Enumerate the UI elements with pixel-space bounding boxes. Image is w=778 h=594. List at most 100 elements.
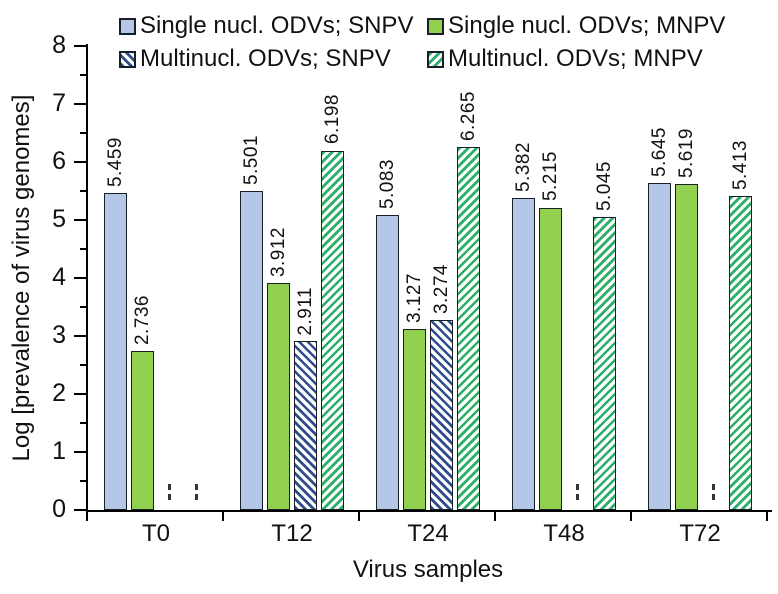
y-axis-tick-minor: [80, 190, 86, 192]
y-axis-tick-major: [74, 219, 86, 221]
y-axis-tick-minor: [80, 364, 86, 366]
legend-item: Single nucl. ODVs; SNPV: [119, 13, 427, 39]
y-axis-tick-label: 3: [52, 321, 66, 349]
bar: [294, 341, 317, 510]
bar-value-label: 2.736: [131, 295, 153, 346]
bar-group: 5.459 2.736 T0: [88, 46, 224, 547]
bar: [675, 184, 698, 510]
missing-value-marker: [168, 484, 171, 500]
y-axis-tick-major: [74, 161, 86, 163]
bar-value-label: 5.459: [104, 137, 126, 188]
bar-value-label: 3.912: [267, 227, 289, 278]
bar: [131, 351, 154, 510]
category-label: T12: [271, 520, 313, 547]
y-axis-tick-label: 5: [52, 205, 66, 233]
bar: [457, 146, 480, 510]
bar-slot: 3.912: [267, 46, 290, 510]
bar-slot: [566, 46, 589, 510]
bar-slot: 5.083: [376, 46, 399, 510]
y-axis-tick-major: [74, 509, 86, 511]
bar: [403, 328, 426, 510]
y-axis-tick-major: [74, 103, 86, 105]
bar-slot: 3.274: [430, 46, 453, 510]
y-axis-tick-label: 8: [52, 31, 66, 59]
bar: [376, 215, 399, 510]
x-axis-tick: [222, 512, 224, 521]
y-axis-tick-label: 0: [52, 495, 66, 523]
bar: [512, 197, 535, 510]
bar-slot: 5.413: [729, 46, 752, 510]
bar-value-label: 6.265: [457, 90, 479, 141]
legend-label: Single nucl. ODVs; MNPV: [448, 12, 726, 39]
legend-swatch-icon: [119, 50, 136, 68]
legend-item: Multinucl. ODVs; SNPV: [119, 46, 427, 72]
bar-slot: 5.459: [104, 46, 127, 510]
bar-value-label: 5.619: [675, 128, 697, 179]
bar-value-label: 5.215: [539, 151, 561, 202]
bar-group: 5.083 3.127 3.274 6.265 T24: [360, 46, 496, 547]
legend-swatch-icon: [427, 50, 444, 68]
bar-slot: 5.382: [512, 46, 535, 510]
bar-slot: [158, 46, 181, 510]
bar: [729, 196, 752, 510]
y-axis-tick-major: [74, 451, 86, 453]
bar: [593, 217, 616, 510]
legend-label: Multinucl. ODVs; MNPV: [448, 45, 703, 72]
y-axis-tick-minor: [80, 480, 86, 482]
bar-slot: 6.198: [321, 46, 344, 510]
bar-slot: 2.911: [294, 46, 317, 510]
x-axis-line: [86, 510, 772, 512]
bar-slot: 2.736: [131, 46, 154, 510]
legend-swatch-icon: [119, 17, 136, 35]
y-axis-tick-minor: [80, 248, 86, 250]
y-axis-tick-minor: [80, 422, 86, 424]
y-axis-tick-label: 2: [52, 379, 66, 407]
y-axis-tick-minor: [80, 306, 86, 308]
y-axis-tick-minor: [80, 132, 86, 134]
bar: [104, 193, 127, 510]
bar: [648, 182, 671, 510]
category-label: T24: [407, 520, 449, 547]
bar-slot: 5.645: [648, 46, 671, 510]
x-axis-tick: [358, 512, 360, 521]
y-axis-tick-label: 7: [52, 89, 66, 117]
bar-value-label: 5.045: [593, 161, 615, 212]
y-axis-tick-major: [74, 393, 86, 395]
bar-slot: 5.619: [675, 46, 698, 510]
bar-value-label: 5.382: [512, 141, 534, 192]
bar-value-label: 3.274: [430, 264, 452, 315]
y-axis-tick-major: [74, 335, 86, 337]
bar-group: 5.645 5.619 5.413 T72: [632, 46, 768, 547]
bar-value-label: 5.413: [729, 140, 751, 191]
y-axis-tick-major: [74, 45, 86, 47]
x-axis-tick: [494, 512, 496, 521]
bar: [430, 320, 453, 510]
bar-group: 5.382 5.215 5.045 T48: [496, 46, 632, 547]
x-axis-title: Virus samples: [352, 556, 504, 583]
bar-slot: 3.127: [403, 46, 426, 510]
bar-slot: 5.501: [240, 46, 263, 510]
bar: [267, 283, 290, 510]
legend-item: Single nucl. ODVs; MNPV: [427, 13, 725, 39]
category-label: T48: [543, 520, 585, 547]
missing-value-marker: [576, 484, 579, 500]
bar-value-label: 5.083: [376, 159, 398, 210]
plot-area: 5.459 2.736 T0 5.501 3.912 2.911 6.198 T12 5.083…: [88, 46, 768, 547]
y-axis-line: [86, 44, 88, 512]
bar-value-label: 5.501: [240, 134, 262, 185]
chart-legend: Single nucl. ODVs; SNPV Single nucl. ODVs…: [119, 13, 725, 72]
y-axis-tick-label: 4: [52, 263, 66, 291]
bar: [321, 150, 344, 510]
x-axis-tick: [86, 512, 88, 521]
bar-group: 5.501 3.912 2.911 6.198 T12: [224, 46, 360, 547]
legend-swatch-icon: [427, 17, 444, 35]
bar-slot: [702, 46, 725, 510]
legend-label: Multinucl. ODVs; SNPV: [140, 45, 391, 72]
legend-label: Single nucl. ODVs; SNPV: [140, 12, 414, 39]
category-label: T72: [679, 520, 721, 547]
y-axis-tick-minor: [80, 74, 86, 76]
missing-value-marker: [195, 484, 198, 500]
x-axis-tick: [766, 512, 768, 521]
category-label: T0: [141, 520, 170, 547]
